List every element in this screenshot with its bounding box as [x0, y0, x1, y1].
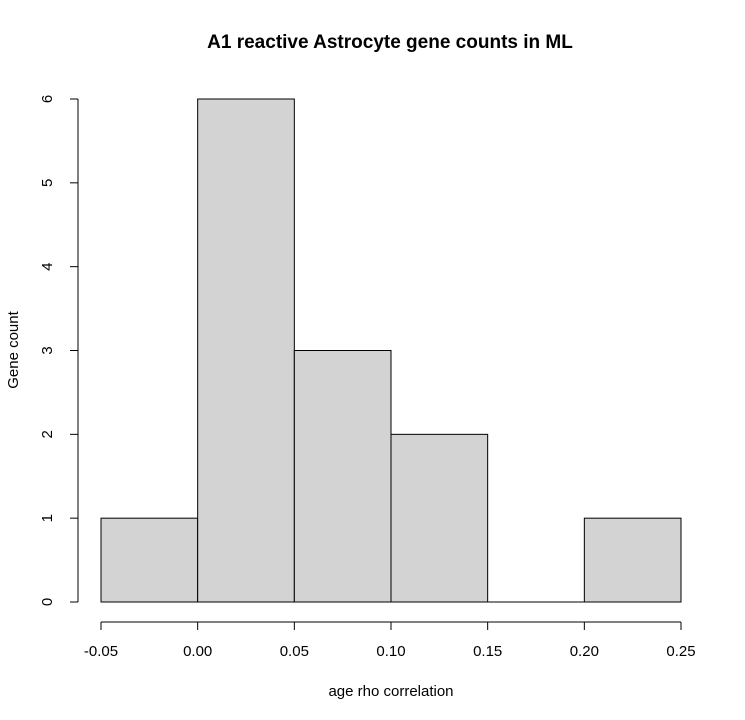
- histogram-bar-1: [197, 98, 295, 603]
- x-axis-label: age rho correlation: [328, 683, 453, 700]
- x-tick-label: -0.05: [84, 643, 118, 660]
- y-tick-label: 1: [39, 514, 56, 522]
- chart-title: A1 reactive Astrocyte gene counts in ML: [207, 32, 573, 53]
- histogram-bar-5: [583, 517, 682, 603]
- x-tick-label: 0.15: [473, 643, 502, 660]
- y-tick-label: 2: [39, 430, 56, 438]
- histogram-bar-3: [390, 433, 489, 603]
- histogram-bar-0: [100, 517, 199, 603]
- y-tick-label: 6: [39, 95, 56, 103]
- x-tick-label: 0.00: [183, 643, 212, 660]
- x-tick-label: 0.05: [280, 643, 309, 660]
- y-tick-label: 4: [39, 262, 56, 270]
- bars-group: [100, 98, 682, 603]
- x-tick-label: 0.20: [570, 643, 599, 660]
- y-tick-label: 5: [39, 179, 56, 187]
- x-tick-label: 0.10: [376, 643, 405, 660]
- y-tick-label: 3: [39, 346, 56, 354]
- x-tick-label: 0.25: [666, 643, 695, 660]
- y-axis-label: Gene count: [5, 310, 22, 388]
- y-tick-label: 0: [39, 598, 56, 606]
- histogram-bar-2: [293, 350, 392, 603]
- y-axis: 0 1 2 3 4 5 6: [39, 95, 79, 606]
- x-axis: -0.05 0.00 0.05 0.10 0.15 0.20 0.25: [84, 621, 696, 660]
